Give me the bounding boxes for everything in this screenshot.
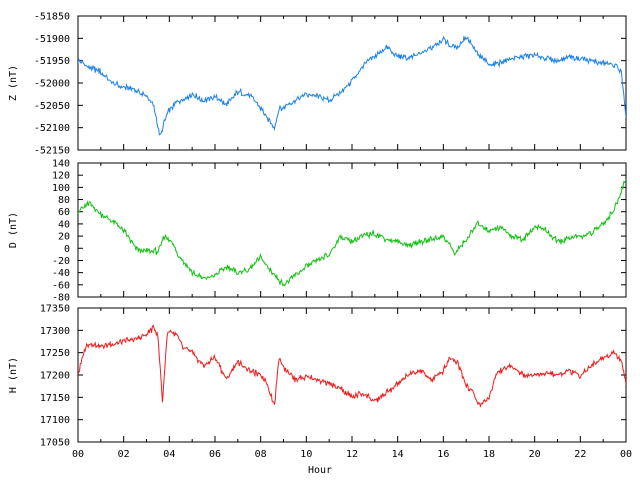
- y-axis-label: Z (nT): [8, 65, 19, 101]
- y-tick-label: -51900: [34, 34, 70, 45]
- x-tick-label: 10: [300, 449, 312, 460]
- x-tick-label: 00: [620, 449, 632, 460]
- y-tick-label: -52000: [34, 79, 70, 90]
- y-tick-label: 100: [52, 183, 70, 194]
- x-axis-label: Hour: [308, 465, 332, 476]
- x-tick-label: 18: [483, 449, 495, 460]
- y-tick-label: 0: [64, 244, 70, 255]
- x-tick-label: 12: [346, 449, 358, 460]
- x-tick-label: 02: [118, 449, 130, 460]
- y-axis-label: H (nT): [8, 357, 19, 393]
- y-tick-label: -52150: [34, 146, 70, 157]
- y-tick-label: 17150: [40, 393, 70, 404]
- y-tick-label: 17200: [40, 371, 70, 382]
- y-tick-label: 17250: [40, 348, 70, 359]
- y-tick-label: 17100: [40, 415, 70, 426]
- y-tick-label: 20: [58, 232, 70, 243]
- y-tick-label: 17300: [40, 326, 70, 337]
- series-line-d: [78, 179, 626, 287]
- x-tick-label: 16: [437, 449, 449, 460]
- y-tick-label: 40: [58, 219, 70, 230]
- y-tick-label: -51950: [34, 56, 70, 67]
- y-tick-label: 60: [58, 207, 70, 218]
- y-tick-label: -52100: [34, 123, 70, 134]
- plot-frame: [77, 15, 627, 151]
- x-tick-label: 06: [209, 449, 221, 460]
- y-tick-label: -51850: [34, 12, 70, 23]
- x-tick-label: 22: [574, 449, 586, 460]
- y-tick-label: -80: [52, 293, 70, 304]
- plot-frame: [77, 307, 627, 443]
- y-tick-label: -52050: [34, 101, 70, 112]
- y-tick-label: 17350: [40, 304, 70, 315]
- y-tick-label: -60: [52, 280, 70, 291]
- series-line-h: [78, 324, 626, 408]
- y-tick-label: -40: [52, 268, 70, 279]
- x-tick-label: 08: [255, 449, 267, 460]
- x-tick-label: 14: [392, 449, 404, 460]
- y-axis-label: D (nT): [8, 212, 19, 248]
- y-tick-label: 17050: [40, 438, 70, 449]
- x-tick-label: 04: [163, 449, 175, 460]
- x-tick-label: 00: [72, 449, 84, 460]
- x-tick-label: 20: [529, 449, 541, 460]
- y-tick-label: 80: [58, 195, 70, 206]
- y-tick-label: 120: [52, 171, 70, 182]
- z-panel: -51850 -51900 -51950 -52000 -52050 -52100 -521…: [8, 12, 627, 157]
- y-tick-label: -20: [52, 256, 70, 267]
- y-tick-label: 140: [52, 159, 70, 170]
- series-line-z: [78, 35, 626, 136]
- h-panel: 17350 17300 17250 17200 17150 17100 17050 H (nT…: [8, 304, 632, 461]
